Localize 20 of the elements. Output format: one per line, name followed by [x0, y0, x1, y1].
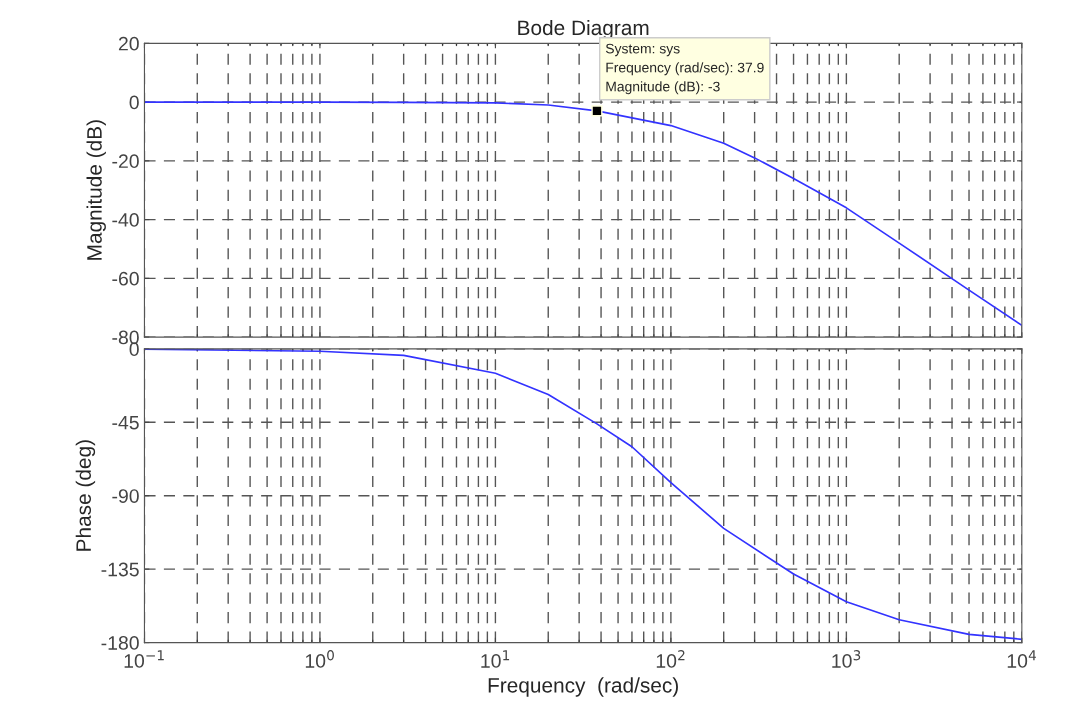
chart-title: Bode Diagram — [518, 19, 649, 40]
y-axis-title: Magnitude (dB) — [86, 120, 106, 260]
x-tick-label: 10$^{−1}$ — [124, 650, 164, 668]
y-tick-label: 20 — [118, 36, 139, 51]
y-tick-label: -180 — [101, 636, 139, 650]
x-tick-label: 10$^{4}$ — [1007, 650, 1037, 668]
x-tick-label: 10$^{3}$ — [832, 650, 861, 668]
y-tick-label: -60 — [112, 271, 139, 286]
y-tick-label: -40 — [112, 213, 139, 227]
y-tick-label: -90 — [112, 489, 139, 503]
x-tick-label: 10$^{2}$ — [656, 650, 685, 668]
y-tick-label: -45 — [112, 415, 139, 430]
x-tick-label: 10$^{0}$ — [305, 650, 334, 668]
x-tick-label: 10$^{1}$ — [481, 650, 510, 668]
y-tick-label: -135 — [101, 562, 139, 577]
y-tick-label: -20 — [112, 154, 139, 169]
x-axis-title: Frequency (rad/sec) — [488, 677, 678, 697]
y-axis-title: Phase (deg) — [75, 440, 96, 551]
y-tick-label: 0 — [129, 95, 139, 110]
annotation: System: sys Frequency (rad/sec): 37.9 Magnitude (dB): -3 — [605, 43, 764, 95]
